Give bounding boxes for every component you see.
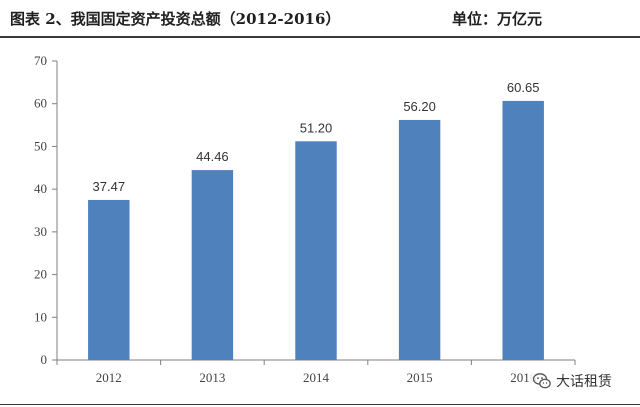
y-tick-label: 20 <box>34 267 47 282</box>
bar-series <box>88 100 544 361</box>
y-tick-label: 40 <box>34 181 47 196</box>
y-tick-label: 70 <box>34 53 47 68</box>
bar-value-label: 60.65 <box>507 80 540 95</box>
bar <box>295 141 337 360</box>
bar <box>191 170 234 360</box>
bar <box>502 100 544 360</box>
y-tick-label: 10 <box>34 309 47 324</box>
y-tick-label: 60 <box>34 96 47 111</box>
x-tick-label: 2014 <box>303 370 330 385</box>
bar-value-label: 37.47 <box>93 179 126 194</box>
y-axis: 0 10 20 30 40 50 60 70 <box>34 53 58 367</box>
watermark: 大话租赁 <box>530 369 618 393</box>
bar <box>398 119 441 361</box>
header-divider <box>0 36 640 38</box>
x-axis: 2012 2013 2014 2015 2016 <box>56 359 576 385</box>
data-labels: 37.47 44.46 51.20 56.20 60.65 <box>93 80 540 194</box>
bar-value-label: 56.20 <box>403 99 436 114</box>
wechat-icon <box>532 373 551 389</box>
bar-value-label: 51.20 <box>300 120 333 135</box>
x-tick-label: 2012 <box>96 370 122 385</box>
unit-label: 单位：万亿元 <box>452 10 543 28</box>
watermark-text: 大话租赁 <box>556 374 612 390</box>
y-tick-label: 30 <box>34 224 47 239</box>
x-tick-label: 2013 <box>199 370 225 385</box>
x-tick-label: 2015 <box>407 370 433 385</box>
footer-divider <box>0 404 640 405</box>
y-tick-label: 0 <box>41 352 48 367</box>
chart-header: 图表 2、我国固定资产投资总额（2012-2016） 单位：万亿元 <box>0 0 640 34</box>
bar-value-label: 44.46 <box>196 149 229 164</box>
y-tick-label: 50 <box>34 138 47 153</box>
chart-title: 图表 2、我国固定资产投资总额（2012-2016） <box>10 10 341 28</box>
bar <box>88 199 130 360</box>
